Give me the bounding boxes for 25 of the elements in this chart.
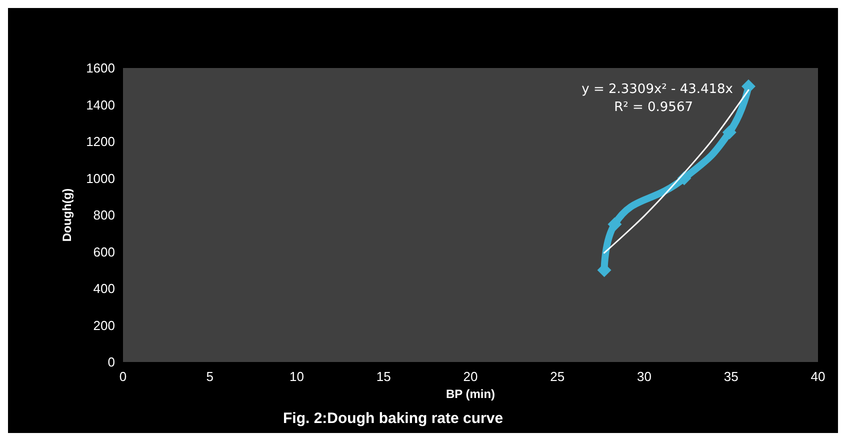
y-tick-label: 600 bbox=[93, 244, 115, 260]
y-tick-label: 1200 bbox=[86, 134, 115, 149]
x-tick-label: 25 bbox=[550, 369, 565, 384]
x-tick-label: 15 bbox=[376, 369, 391, 384]
text: Fig. 2:Dough baking rate curve bbox=[283, 410, 504, 427]
x-tick-label: 30 bbox=[637, 369, 652, 384]
x-tick-label: 5 bbox=[206, 369, 214, 384]
y-tick-label: 1000 bbox=[86, 170, 115, 186]
y-tick-label: 0 bbox=[108, 354, 115, 370]
x-tick-label: 20 bbox=[463, 369, 478, 384]
annotation: R² = 0.9567 bbox=[614, 100, 693, 115]
y-tick-label: 400 bbox=[93, 281, 115, 296]
annotation: y = 2.3309x² - 43.418x bbox=[582, 82, 734, 97]
x-tick-label: 0 bbox=[119, 369, 127, 384]
y-tick-label: 1600 bbox=[86, 60, 115, 76]
point bbox=[608, 217, 622, 232]
y-axis-title: Dough(g) bbox=[60, 188, 74, 242]
x-tick-label: 35 bbox=[724, 369, 738, 384]
point bbox=[722, 125, 736, 140]
x-tick-label: 40 bbox=[810, 369, 826, 384]
x-tick-label: 10 bbox=[290, 369, 304, 384]
y-tick-label: 1400 bbox=[86, 97, 115, 112]
y-tick-label: 200 bbox=[93, 318, 115, 333]
x-axis-title: BP (min) bbox=[446, 386, 496, 401]
y-tick-label: 800 bbox=[93, 208, 115, 222]
